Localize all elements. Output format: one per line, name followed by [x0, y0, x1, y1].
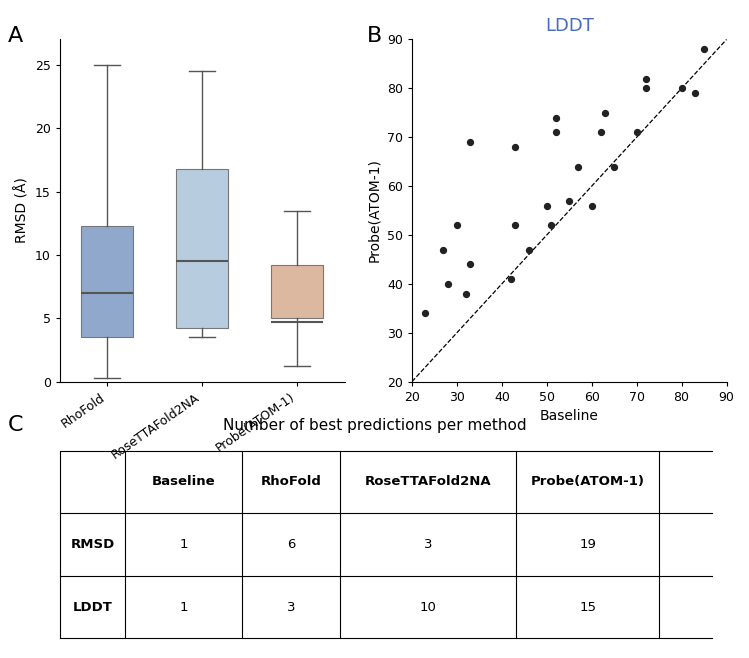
Point — [599, 107, 611, 118]
Text: RMSD: RMSD — [70, 538, 115, 551]
Point — [550, 113, 562, 123]
Title: LDDT: LDDT — [545, 17, 594, 35]
Text: Baseline: Baseline — [152, 476, 216, 488]
Text: C: C — [7, 415, 23, 434]
Text: 19: 19 — [579, 538, 596, 551]
Text: 1: 1 — [180, 538, 188, 551]
Point — [451, 220, 463, 230]
Text: 1: 1 — [180, 601, 188, 613]
Point — [689, 88, 701, 99]
Point — [608, 161, 620, 172]
Point — [464, 259, 476, 270]
Point — [698, 44, 710, 55]
Point — [563, 195, 575, 206]
Point — [631, 127, 643, 138]
Point — [676, 83, 688, 93]
Text: 15: 15 — [579, 601, 596, 613]
Text: 10: 10 — [419, 601, 437, 613]
Text: Number of best predictions per method: Number of best predictions per method — [222, 418, 527, 433]
PathPatch shape — [81, 226, 133, 338]
Point — [509, 141, 521, 152]
X-axis label: Baseline: Baseline — [540, 409, 598, 423]
Point — [545, 220, 557, 230]
PathPatch shape — [271, 265, 324, 318]
Point — [464, 137, 476, 147]
Point — [505, 274, 517, 284]
PathPatch shape — [176, 168, 228, 328]
Y-axis label: RMSD (Å): RMSD (Å) — [15, 178, 29, 243]
Text: LDDT: LDDT — [73, 601, 112, 613]
Text: 3: 3 — [287, 601, 296, 613]
Point — [640, 83, 652, 93]
Text: Probe(ATOM-1): Probe(ATOM-1) — [531, 476, 645, 488]
Point — [509, 220, 521, 230]
Point — [442, 278, 454, 289]
Point — [541, 201, 553, 211]
Point — [595, 127, 607, 138]
Text: RhoFold: RhoFold — [261, 476, 321, 488]
Point — [550, 127, 562, 138]
Text: B: B — [367, 26, 382, 46]
Point — [437, 244, 449, 255]
Text: 3: 3 — [424, 538, 432, 551]
Point — [523, 244, 535, 255]
Text: A: A — [7, 26, 22, 46]
Text: 6: 6 — [287, 538, 295, 551]
Point — [572, 161, 584, 172]
Y-axis label: Probe(ATOM-1): Probe(ATOM-1) — [367, 159, 381, 263]
Point — [460, 288, 472, 299]
Point — [419, 308, 431, 318]
Point — [640, 73, 652, 84]
Text: RoseTTAFold2NA: RoseTTAFold2NA — [365, 476, 491, 488]
Point — [586, 201, 598, 211]
